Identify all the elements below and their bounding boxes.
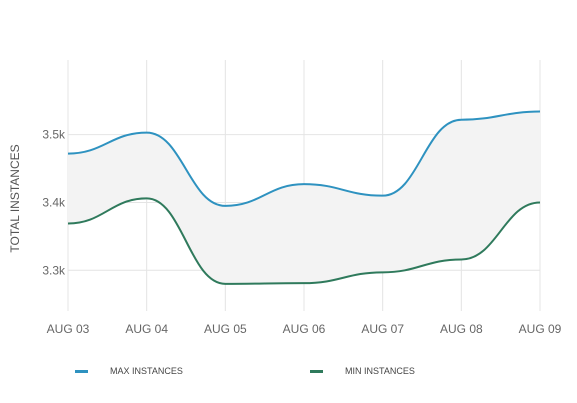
x-tick-label: AUG 06	[283, 322, 326, 336]
y-tick-label: 3.5k	[42, 128, 66, 142]
y-axis-title: TOTAL INSTANCES	[8, 144, 22, 252]
legend-label-max: MAX INSTANCES	[110, 366, 183, 376]
x-tick-label: AUG 07	[361, 322, 404, 336]
legend-item-min-instances[interactable]: MIN INSTANCES	[310, 366, 415, 376]
series-line-min-instances	[67, 197, 541, 285]
legend-swatch-max	[75, 369, 88, 373]
x-tick-label: AUG 08	[440, 322, 483, 336]
legend-label-min: MIN INSTANCES	[345, 366, 415, 376]
x-tick-label: AUG 09	[519, 322, 562, 336]
y-tick-label: 3.3k	[42, 263, 66, 277]
legend-swatch-min	[310, 369, 323, 373]
x-tick-label: AUG 04	[125, 322, 168, 336]
legend-item-max-instances[interactable]: MAX INSTANCES	[75, 366, 183, 376]
series-line-max-instances	[67, 110, 541, 207]
y-tick-label: 3.4k	[42, 195, 66, 209]
x-tick-label: AUG 05	[204, 322, 247, 336]
x-tick-label: AUG 03	[47, 322, 90, 336]
